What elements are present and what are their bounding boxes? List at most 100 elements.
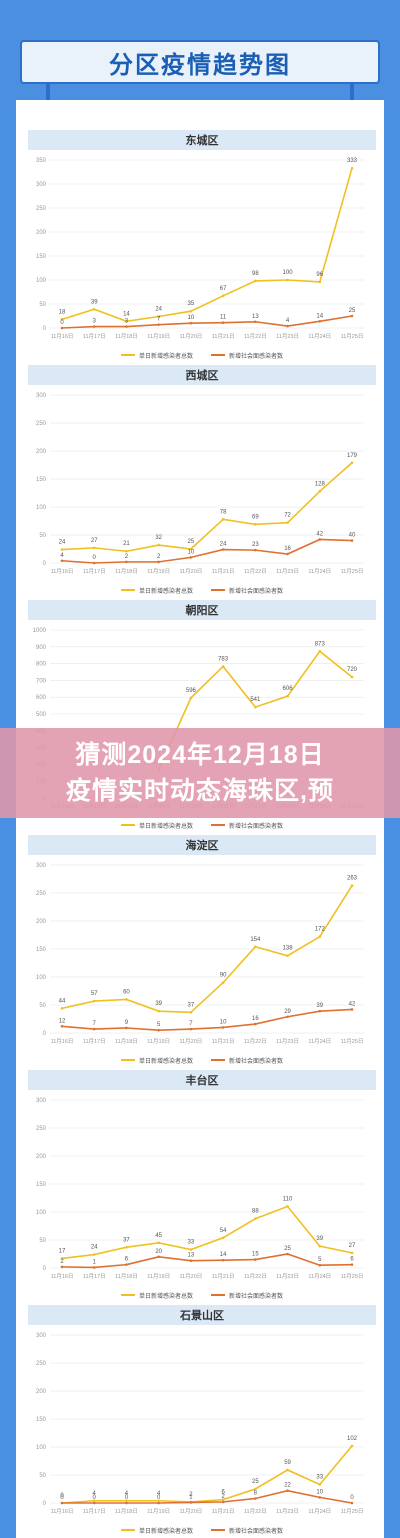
chart-legend: 单日新增感染者总数 新增社会面感染者数 (28, 1525, 376, 1535)
data-point (189, 556, 193, 559)
y-tick-label: 200 (36, 1154, 47, 1160)
y-tick-label: 250 (36, 891, 47, 897)
data-point (254, 705, 257, 709)
data-point (92, 1266, 96, 1269)
data-point (189, 1027, 193, 1031)
x-tick-label: 11月18日 (115, 1508, 138, 1515)
y-tick-label: 300 (36, 863, 47, 869)
data-label: 33 (188, 1240, 195, 1246)
data-label: 10 (188, 549, 195, 555)
data-label: 88 (252, 1209, 259, 1215)
y-tick-label: 200 (36, 919, 47, 925)
y-tick-label: 0 (43, 1266, 47, 1272)
data-point (221, 1258, 225, 1262)
data-point (350, 1501, 354, 1505)
data-point (254, 548, 257, 552)
data-point (318, 280, 322, 284)
data-point (286, 954, 289, 958)
data-point (221, 981, 225, 984)
data-point (92, 1501, 96, 1505)
data-label: 33 (316, 1475, 323, 1481)
y-tick-label: 900 (36, 645, 47, 651)
data-label: 13 (188, 1253, 195, 1259)
data-point (286, 1252, 289, 1256)
data-label: 10 (220, 1019, 227, 1025)
y-tick-label: 150 (36, 947, 47, 953)
data-label: 7 (189, 1021, 193, 1027)
data-label: 24 (91, 1245, 98, 1251)
data-point (189, 1010, 193, 1014)
data-point (221, 1498, 225, 1501)
data-point (157, 543, 160, 547)
y-tick-label: 50 (39, 533, 46, 539)
data-label: 98 (252, 271, 259, 277)
chart-legend: 单日新增感染者总数 新增社会面感染者数 (28, 1290, 376, 1300)
y-tick-label: 350 (36, 158, 47, 164)
legend-label: 单日新增感染者总数 (138, 588, 193, 595)
y-tick-label: 50 (39, 1238, 46, 1244)
data-point (125, 560, 128, 564)
data-label: 40 (349, 533, 356, 539)
x-tick-label: 11月21日 (212, 1273, 235, 1280)
data-label: 541 (250, 697, 261, 703)
x-tick-label: 11月20日 (179, 1508, 202, 1515)
y-tick-label: 0 (43, 1501, 47, 1507)
chart-title: 海淀区 (28, 835, 376, 855)
data-label: 2 (125, 554, 129, 560)
data-label: 39 (91, 299, 98, 305)
data-point (254, 1217, 257, 1221)
data-label: 128 (315, 481, 326, 487)
data-point (350, 675, 354, 679)
data-label: 4 (125, 1491, 129, 1497)
series-line-social (61, 1253, 353, 1269)
x-tick-label: 11月22日 (244, 568, 267, 575)
data-point (189, 1248, 193, 1251)
data-label: 23 (252, 542, 259, 548)
data-label: 16 (252, 1016, 259, 1022)
data-label: 90 (220, 973, 227, 979)
y-tick-label: 500 (36, 712, 47, 718)
data-label: 0 (60, 320, 64, 326)
data-point (60, 548, 64, 551)
legend-swatch (211, 1294, 225, 1296)
data-label: 24 (59, 540, 66, 546)
series-line-total (61, 167, 353, 323)
data-point (125, 998, 128, 1001)
chart-legend: 单日新增感染者总数 新增社会面感染者数 (28, 350, 376, 360)
series-line-social (62, 1489, 353, 1504)
data-label: 14 (123, 311, 130, 317)
data-point (350, 884, 354, 888)
chart-title: 丰台区 (28, 1070, 376, 1090)
data-label: 783 (218, 656, 229, 662)
legend-swatch (120, 824, 135, 826)
data-point (286, 521, 289, 524)
x-tick-label: 11月16日 (51, 1508, 74, 1515)
data-label: 1 (93, 1259, 97, 1265)
data-label: 54 (220, 1228, 227, 1234)
y-tick-label: 250 (36, 1126, 47, 1132)
data-point (318, 490, 322, 493)
data-label: 20 (155, 1249, 162, 1255)
data-label: 8 (254, 1491, 258, 1497)
data-point (350, 1263, 354, 1266)
data-label: 9 (125, 1020, 129, 1026)
y-tick-label: 150 (36, 1417, 47, 1423)
line-chart-3: 0 50 100 150 200 250 300 11月16日 11月17日 11月18日 11月1… (36, 863, 364, 1045)
data-point (318, 1483, 322, 1486)
y-tick-label: 250 (36, 1361, 47, 1367)
data-point (350, 1008, 354, 1011)
data-label: 6 (350, 1257, 354, 1263)
data-point (286, 1205, 289, 1208)
data-point (286, 552, 289, 556)
data-point (157, 323, 160, 326)
x-tick-label: 11月21日 (212, 333, 235, 340)
data-point (350, 461, 354, 465)
x-tick-label: 11月25日 (341, 1508, 364, 1515)
data-point (125, 1026, 128, 1030)
data-label: 5 (157, 1022, 161, 1028)
data-point (318, 1244, 322, 1248)
y-tick-label: 0 (43, 1031, 47, 1037)
data-point (189, 321, 193, 325)
data-point (157, 315, 160, 318)
y-tick-label: 50 (39, 1003, 46, 1009)
